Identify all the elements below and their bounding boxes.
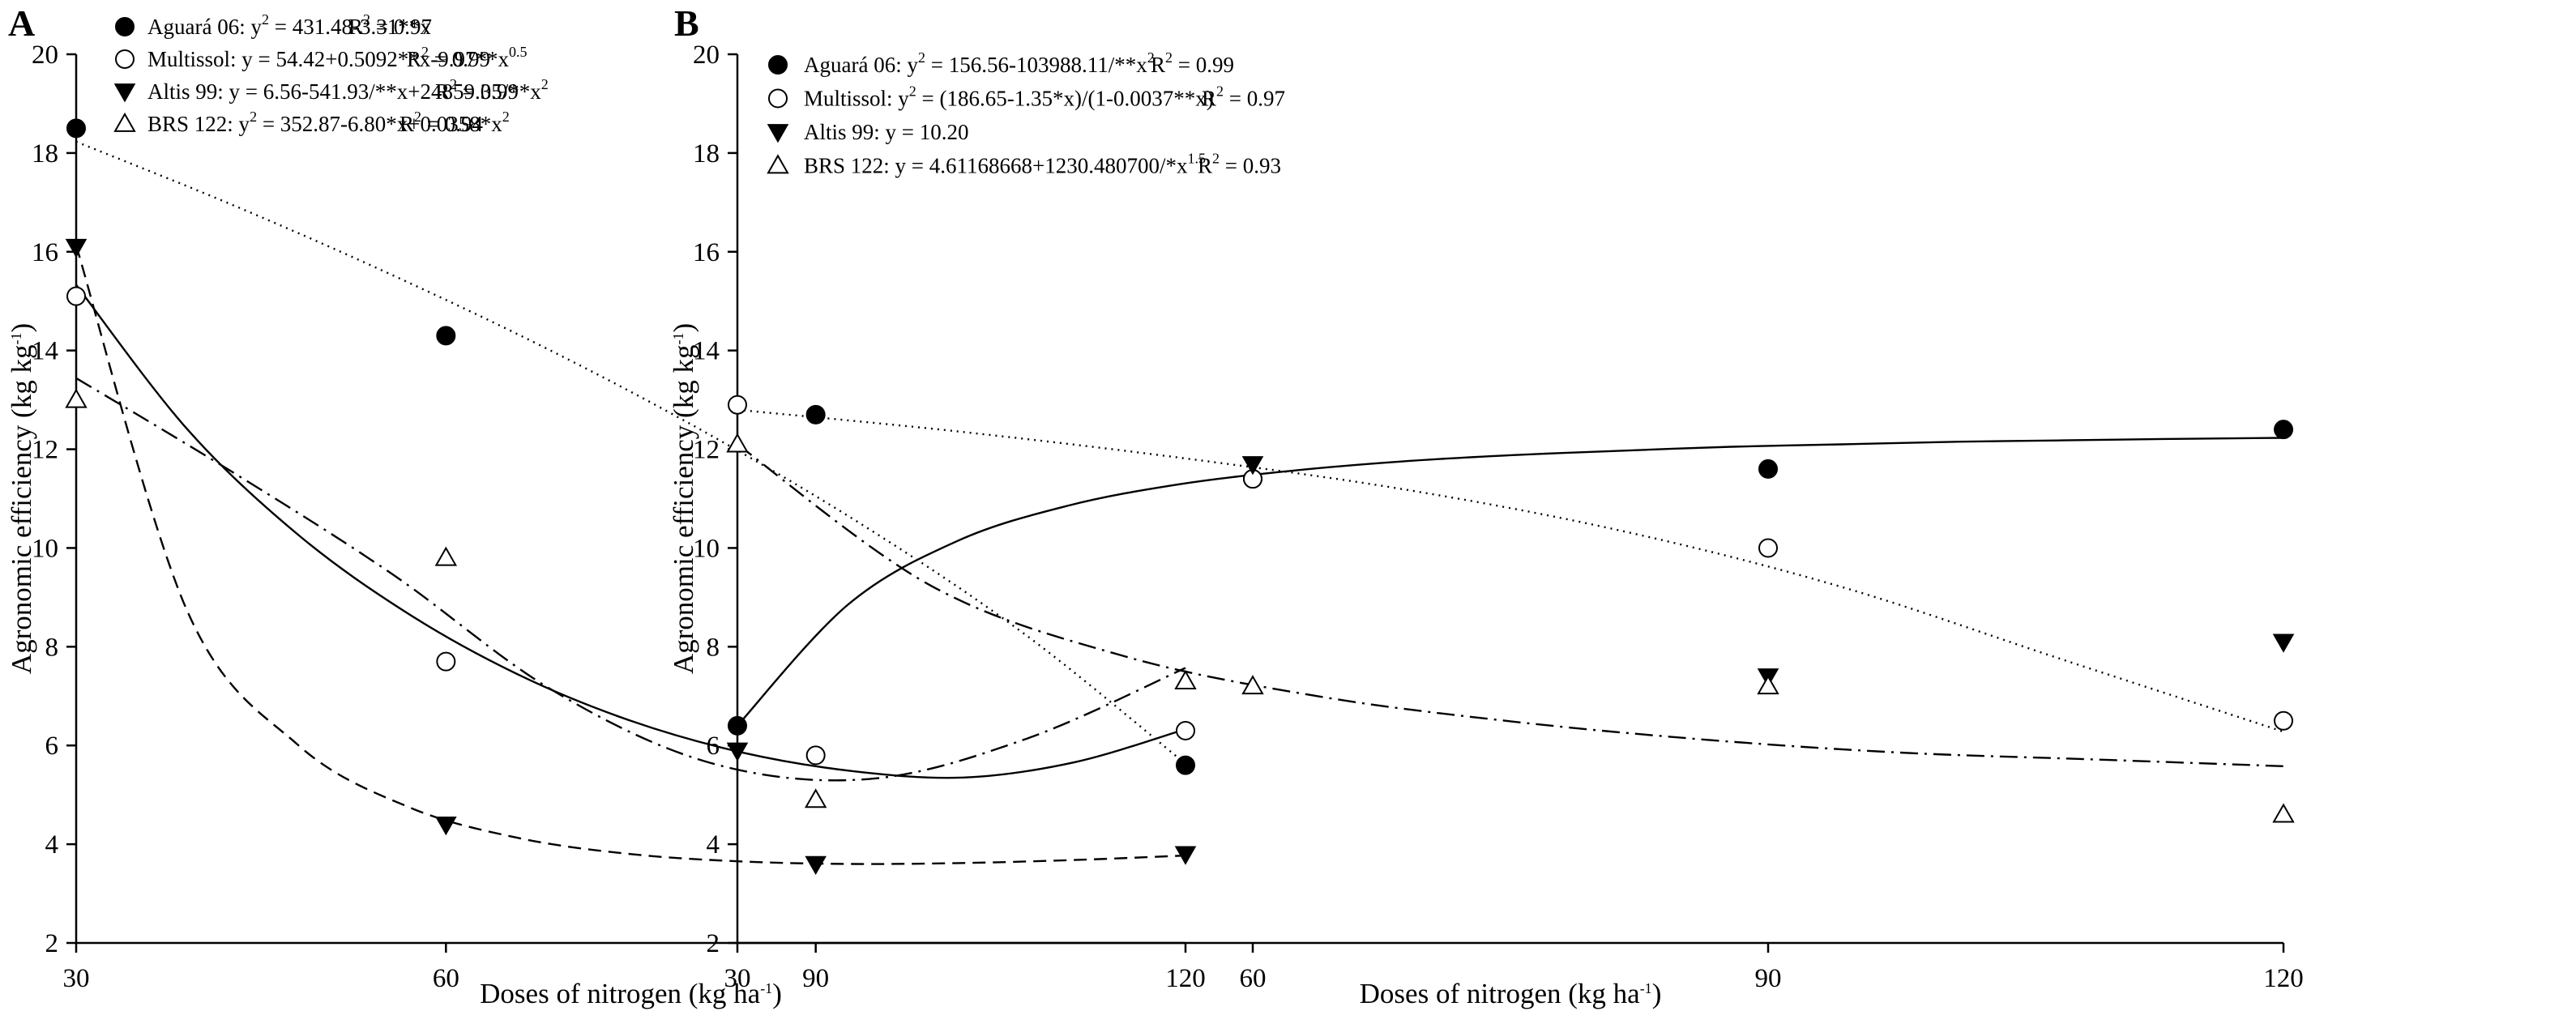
data-point-1-0 xyxy=(728,395,747,415)
legend-marker xyxy=(768,55,788,75)
legend-r2: R2 = 0.93 xyxy=(1198,150,1281,177)
y-tick-label: 12 xyxy=(693,436,720,465)
data-point-2-2 xyxy=(805,855,827,876)
legend-entry: BRS 122: y2 = 352.87-6.80*x+0.0358*x2 xyxy=(147,109,510,136)
data-point-1-2 xyxy=(1758,538,1778,558)
data-point-1-0 xyxy=(66,286,86,306)
x-tick-label: 120 xyxy=(1165,964,1206,993)
data-point-1-1 xyxy=(436,651,456,672)
data-point-1-2 xyxy=(805,745,826,766)
data-point-0-3 xyxy=(1176,755,1195,775)
y-tick-label: 18 xyxy=(32,139,58,168)
data-point-0-2 xyxy=(1758,459,1778,479)
data-point-2-1 xyxy=(435,816,457,836)
data-point-2-0 xyxy=(65,238,88,258)
legend-r2: R2 = 0.97 xyxy=(348,11,432,39)
fit-curve-0 xyxy=(737,437,2284,727)
legend-r2: R2 = 0.99 xyxy=(435,76,519,104)
data-point-1-3 xyxy=(1176,720,1195,740)
x-tick-label: 60 xyxy=(1240,964,1267,993)
legend-entry: Altis 99: y = 6.56-541.93/**x+24859.35/*… xyxy=(147,76,549,104)
y-axis-title: Agronomic efficiency (kg kg-1) xyxy=(6,323,37,674)
data-point-1-3 xyxy=(2274,710,2293,731)
y-tick-label: 6 xyxy=(45,732,59,761)
legend-r2: R2 = 0.94 xyxy=(399,109,483,136)
y-tick-label: 2 xyxy=(707,929,720,958)
legend-marker xyxy=(113,112,136,132)
y-tick-label: 12 xyxy=(32,436,58,465)
x-tick-label: 60 xyxy=(433,964,459,993)
legend-marker xyxy=(768,88,788,109)
y-tick-label: 4 xyxy=(707,830,720,860)
y-tick-label: 8 xyxy=(45,633,59,662)
fit-curve-3 xyxy=(75,377,1186,782)
x-tick-label: 30 xyxy=(63,964,90,993)
fit-curve-0 xyxy=(75,140,1186,765)
x-tick-label: 30 xyxy=(724,964,751,993)
data-point-2-0 xyxy=(726,742,749,761)
legend-r2: R2 = 0.99 xyxy=(407,44,490,71)
fit-curve-1 xyxy=(75,284,1186,779)
x-tick-label: 90 xyxy=(1755,964,1782,993)
y-tick-label: 14 xyxy=(32,337,58,366)
legend-r2: R2 = 0.97 xyxy=(1202,83,1285,110)
x-tick-label: 120 xyxy=(2263,964,2304,993)
legend-marker xyxy=(767,124,789,143)
panel-letter: B xyxy=(674,2,699,44)
y-tick-label: 6 xyxy=(707,732,720,761)
y-tick-label: 16 xyxy=(693,238,720,267)
legend-marker xyxy=(113,83,136,103)
data-point-0-0 xyxy=(728,715,747,736)
fit-curve-2 xyxy=(75,245,1186,865)
legend-marker xyxy=(115,49,135,69)
data-point-0-3 xyxy=(2274,420,2293,440)
data-point-0-0 xyxy=(66,118,86,139)
panel-b: B 2 4 6 8 10 12 14 16 18 20 30 60 90 120 Doses of nitro… xyxy=(668,2,2304,1009)
fit-curve-1 xyxy=(737,408,2284,733)
data-point-2-1 xyxy=(1241,456,1264,476)
y-tick-label: 10 xyxy=(32,534,58,563)
x-tick-label: 90 xyxy=(802,964,829,993)
data-point-3-1 xyxy=(434,546,458,566)
y-tick-label: 20 xyxy=(693,41,720,70)
data-point-3-3 xyxy=(2272,803,2295,823)
legend-entry: Aguará 06: y2 = 431.48-3.31**x xyxy=(147,11,431,39)
legend: Aguará 06: y2 = 431.48-3.31**xR2 = 0.97 M… xyxy=(113,11,549,136)
legend-entry: Multissol: y2 = (186.65-1.35*x)/(1-0.003… xyxy=(804,83,1214,110)
data-point-2-3 xyxy=(1174,846,1197,865)
data-point-2-3 xyxy=(2272,633,2295,653)
y-tick-label: 4 xyxy=(45,830,59,860)
data-point-3-0 xyxy=(726,433,749,453)
panel-a: A 2 4 6 8 10 12 14 16 18 20 30 60 90 120 Doses of nitro… xyxy=(6,2,1206,1009)
x-axis-title: Doses of nitrogen (kg ha-1) xyxy=(1360,978,1662,1009)
data-point-3-2 xyxy=(804,788,827,808)
legend-entry: BRS 122: y = 4.61168668+1230.480700/*x1.… xyxy=(804,150,1206,177)
y-tick-label: 16 xyxy=(32,238,58,267)
legend: Aguará 06: y2 = 156.56-103988.11/**x2R2 … xyxy=(767,49,1285,177)
data-point-0-2 xyxy=(805,404,826,424)
y-tick-label: 14 xyxy=(693,337,720,366)
legend-marker xyxy=(115,17,135,36)
legend-entry: Multissol: y = 54.42+0.5092**x-9.97**x0.… xyxy=(147,44,527,71)
fit-curve-3 xyxy=(737,443,2284,767)
y-axis-title: Agronomic efficiency (kg kg-1) xyxy=(668,323,699,674)
legend-marker xyxy=(767,154,789,174)
legend-entry: Altis 99: y = 10.20 xyxy=(804,120,969,144)
y-tick-label: 18 xyxy=(693,139,720,168)
y-tick-label: 20 xyxy=(32,41,58,70)
y-tick-label: 2 xyxy=(45,929,59,958)
panel-letter: A xyxy=(8,2,35,44)
data-point-0-1 xyxy=(436,326,456,346)
legend-entry: Aguará 06: y2 = 156.56-103988.11/**x2 xyxy=(804,49,1155,77)
data-point-3-3 xyxy=(1174,669,1197,689)
data-point-3-1 xyxy=(1241,675,1264,695)
y-tick-label: 8 xyxy=(707,633,720,662)
x-axis-title: Doses of nitrogen (kg ha-1) xyxy=(480,978,782,1009)
y-tick-label: 10 xyxy=(693,534,720,563)
data-point-3-0 xyxy=(65,388,88,408)
legend-r2: R2 = 0.99 xyxy=(1151,49,1234,77)
data-point-3-2 xyxy=(1757,675,1779,695)
